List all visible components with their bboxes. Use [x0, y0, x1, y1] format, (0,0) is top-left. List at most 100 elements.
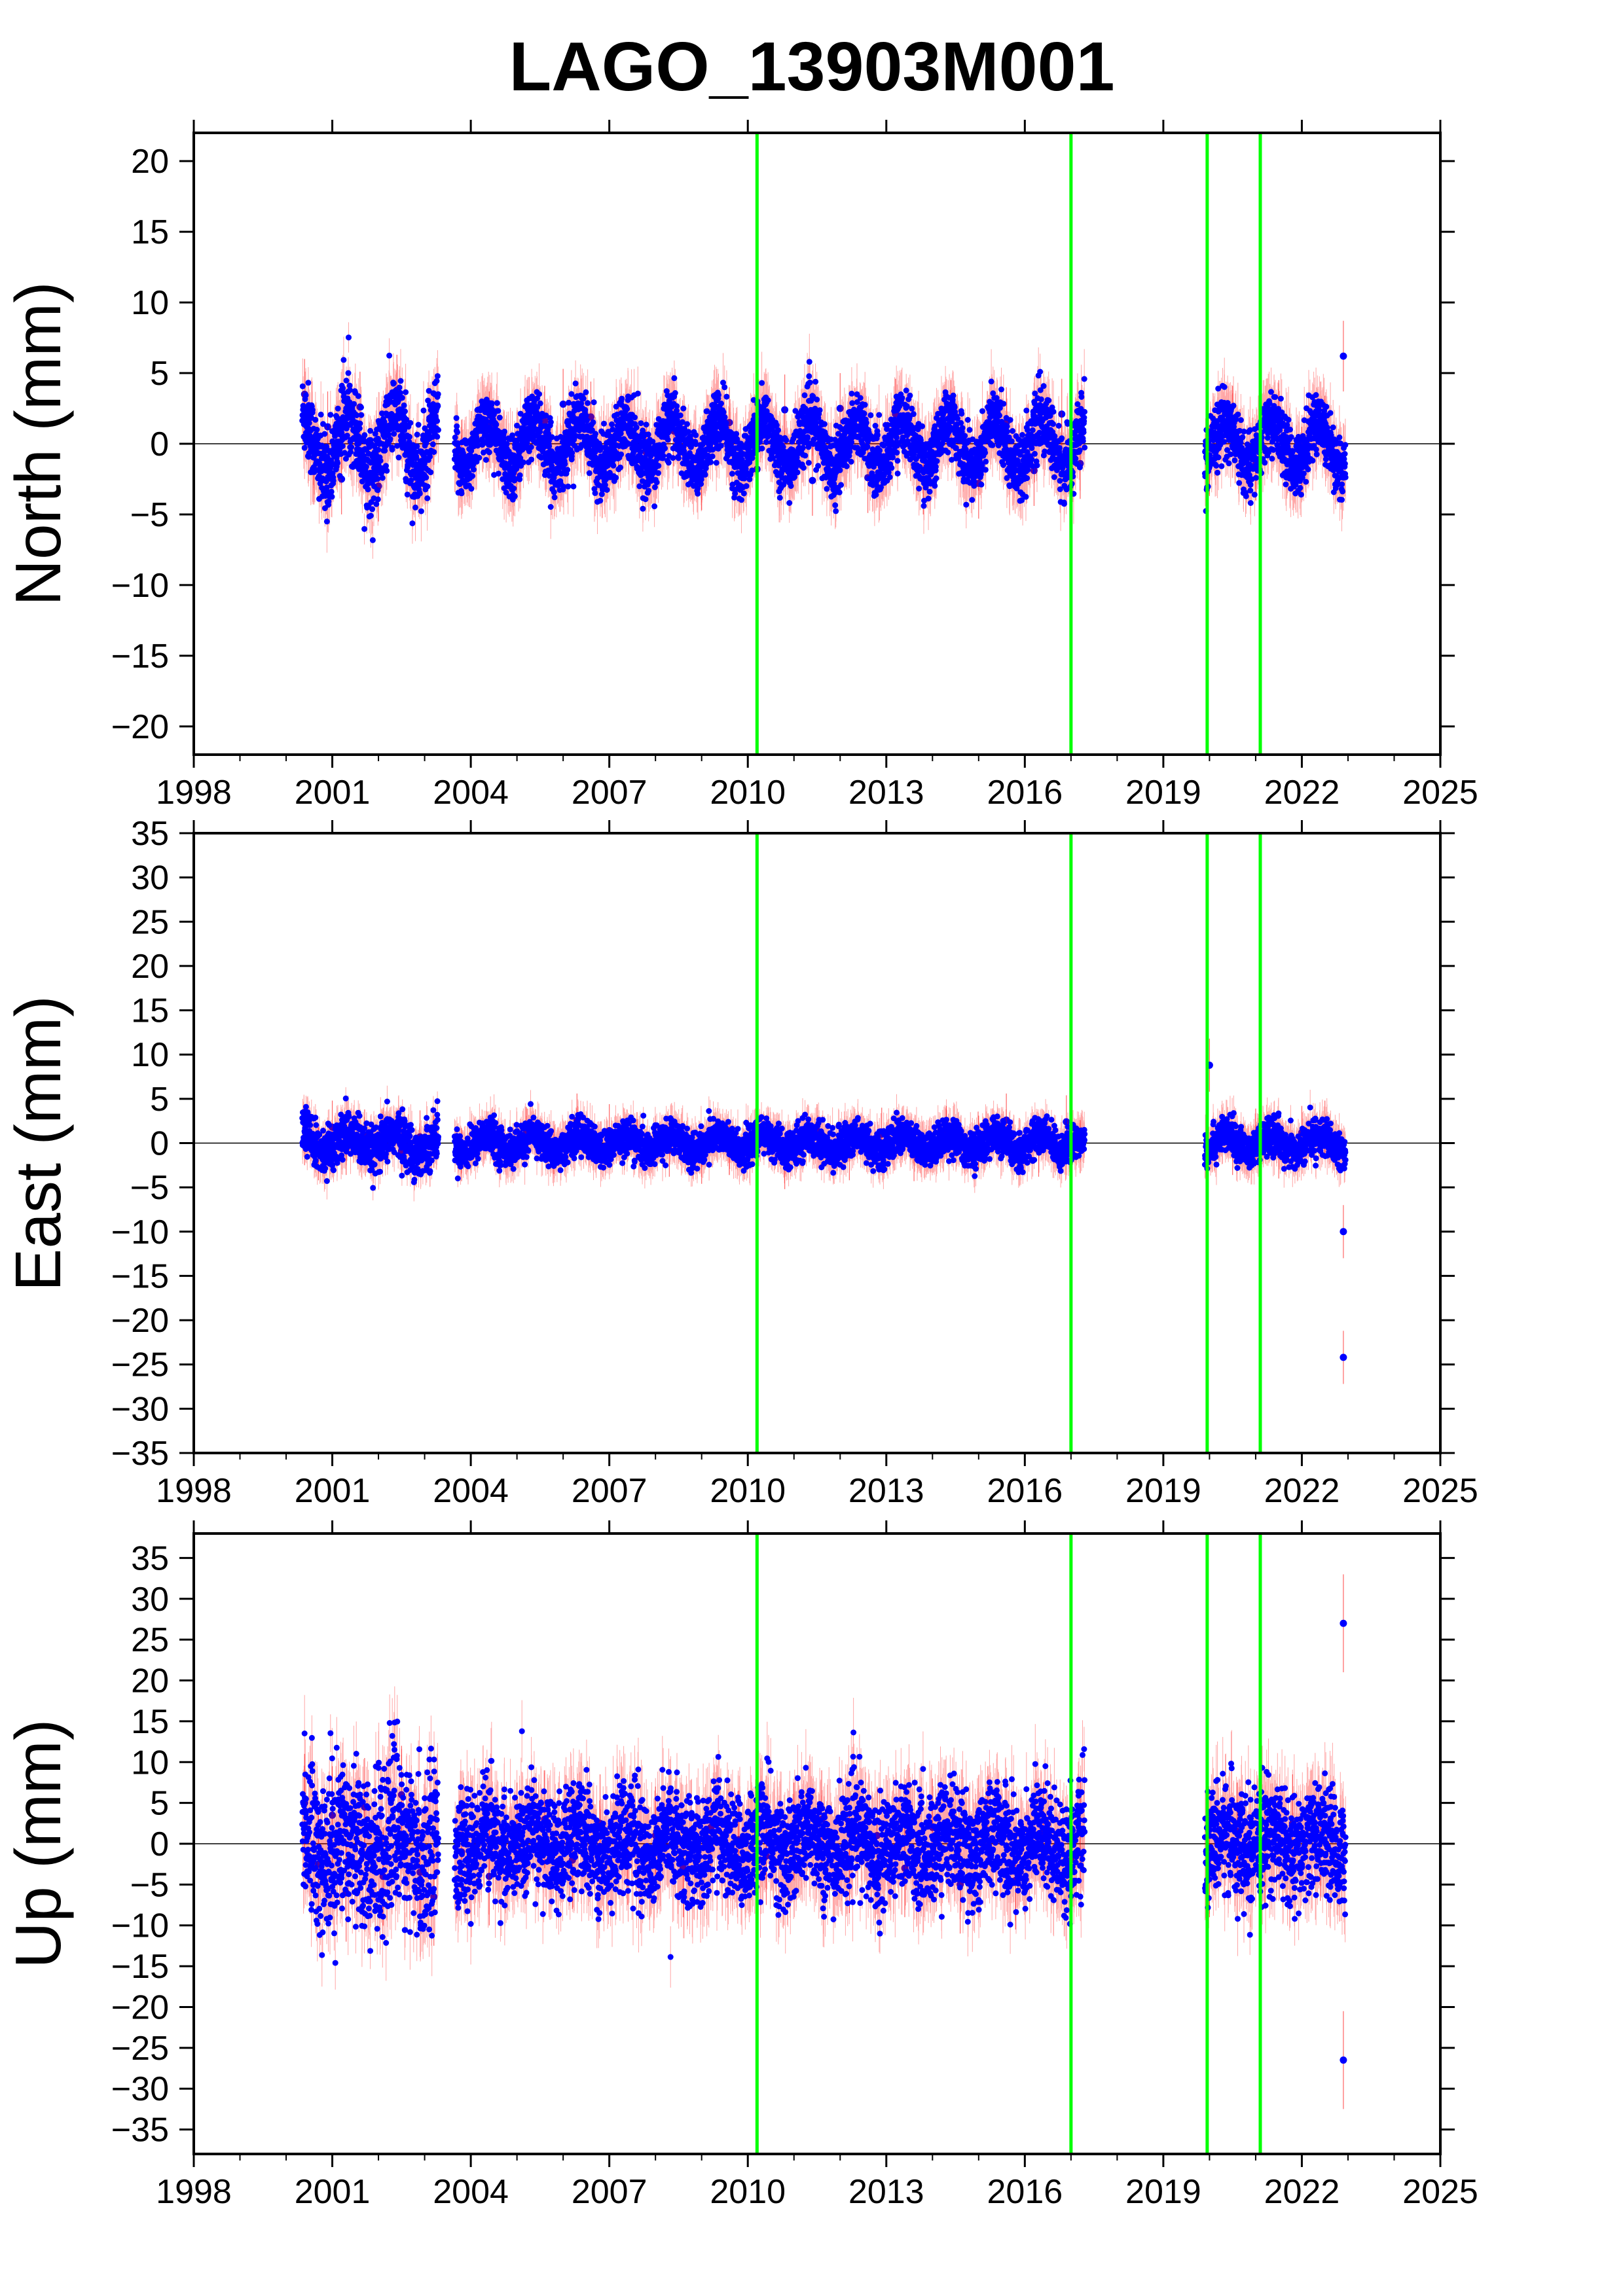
x-tick-label: 1998	[156, 1472, 232, 1510]
data-points	[301, 1061, 1347, 1361]
y-tick-label: 0	[150, 1125, 169, 1163]
y-tick-label: −25	[111, 2030, 169, 2068]
x-tick-label: 2019	[1125, 774, 1201, 812]
data-point	[1340, 352, 1347, 360]
y-tick-label: −5	[130, 1866, 169, 1904]
x-tick-label: 1998	[156, 2173, 232, 2211]
y-tick-label: −15	[111, 1257, 169, 1295]
data-point	[329, 1811, 337, 1819]
y-tick-label: 10	[131, 1036, 169, 1074]
point-cloud	[299, 1686, 1349, 1990]
x-tick-label: 2013	[848, 1472, 924, 1510]
cloud-points	[299, 334, 1349, 543]
y-tick-label: 20	[131, 948, 169, 986]
y-tick-label: −10	[111, 1907, 169, 1945]
y-tick-label: −20	[111, 1302, 169, 1340]
chart-title: LAGO_13903M001	[509, 28, 1114, 105]
data-layer	[194, 833, 1440, 1453]
y-tick-label: −5	[130, 1169, 169, 1207]
data-point	[541, 417, 549, 425]
x-tick-label: 2022	[1264, 2173, 1340, 2211]
data-point	[809, 476, 816, 484]
x-tick-label: 2001	[295, 2173, 371, 2211]
x-tick-label: 2019	[1125, 1472, 1201, 1510]
y-tick-label: −35	[111, 2111, 169, 2149]
point-cloud	[299, 1085, 1349, 1202]
x-tick-label: 2016	[987, 774, 1063, 812]
y-tick-label: −10	[111, 1213, 169, 1251]
x-tick-label: 2025	[1402, 774, 1478, 812]
y-tick-label: −35	[111, 1435, 169, 1473]
x-tick-label: 2001	[295, 774, 371, 812]
y-tick-label: 25	[131, 903, 169, 941]
y-tick-label: 20	[131, 1662, 169, 1700]
data-point	[1058, 410, 1066, 418]
x-tick-label: 2022	[1264, 1472, 1340, 1510]
x-tick-label: 2010	[710, 1472, 786, 1510]
cloud-points	[299, 1718, 1349, 1966]
y-tick-label: 15	[131, 992, 169, 1030]
data-point	[324, 423, 332, 431]
y-tick-label: −20	[111, 708, 169, 746]
y-tick-label: −30	[111, 2070, 169, 2108]
y-tick-label: 10	[131, 284, 169, 322]
y-tick-label: 30	[131, 859, 169, 897]
data-point	[559, 401, 567, 408]
panels: 1998 2001 2004 2007 2010 2013 2016 2019 2022 2025…	[2, 120, 1478, 2211]
y-tick-label: 30	[131, 1581, 169, 1619]
y-tick-label: −15	[111, 637, 169, 675]
x-tick-label: 2025	[1402, 2173, 1478, 2211]
y-tick-label: −10	[111, 567, 169, 605]
y-tick-label: 15	[131, 213, 169, 251]
x-tick-label: 2010	[710, 774, 786, 812]
x-tick-label: 2025	[1402, 1472, 1478, 1510]
y-tick-label: −5	[130, 496, 169, 534]
y-tick-label: 0	[150, 425, 169, 463]
y-tick-label: −30	[111, 1390, 169, 1428]
x-tick-label: 2007	[572, 2173, 647, 2211]
x-tick-label: 2016	[987, 2173, 1063, 2211]
y-tick-label: 10	[131, 1744, 169, 1782]
data-layer	[194, 1534, 1440, 2154]
x-tick-label: 2013	[848, 774, 924, 812]
data-point	[1340, 1228, 1347, 1236]
x-tick-label: 2022	[1264, 774, 1340, 812]
x-tick-label: 1998	[156, 774, 232, 812]
x-tick-label: 2010	[710, 2173, 786, 2211]
y-axis-label: East (mm)	[2, 996, 74, 1291]
y-tick-label: 5	[150, 1785, 169, 1823]
y-tick-label: 5	[150, 1081, 169, 1119]
y-axis-label: North (mm)	[2, 281, 74, 605]
data-point	[1063, 1118, 1070, 1126]
panel-east: 1998 2001 2004 2007 2010 2013 2016 2019 2022 2025…	[2, 815, 1478, 1510]
data-point	[1340, 2056, 1347, 2064]
x-tick-label: 2019	[1125, 2173, 1201, 2211]
x-tick-label: 2001	[295, 1472, 371, 1510]
cloud-points	[299, 1095, 1349, 1191]
y-tick-label: −20	[111, 1988, 169, 2026]
panel-north: 1998 2001 2004 2007 2010 2013 2016 2019 2022 2025…	[2, 120, 1478, 812]
x-tick-label: 2007	[572, 774, 647, 812]
y-tick-label: −25	[111, 1346, 169, 1384]
data-layer	[194, 133, 1440, 755]
point-cloud	[299, 322, 1349, 559]
y-tick-label: 5	[150, 355, 169, 393]
x-tick-label: 2013	[848, 2173, 924, 2211]
y-tick-label: 0	[150, 1825, 169, 1863]
panel-up: 1998 2001 2004 2007 2010 2013 2016 2019 2022 2025…	[2, 1520, 1478, 2211]
x-tick-label: 2007	[572, 1472, 647, 1510]
x-tick-label: 2004	[433, 2173, 509, 2211]
y-tick-label: 35	[131, 815, 169, 853]
y-tick-label: −15	[111, 1948, 169, 1986]
data-point	[781, 406, 789, 414]
data-point	[1340, 1619, 1347, 1627]
y-axis-label: Up (mm)	[2, 1719, 74, 1968]
x-tick-label: 2004	[433, 774, 509, 812]
data-point	[836, 404, 844, 412]
error-bars	[304, 1038, 1344, 1384]
x-tick-label: 2004	[433, 1472, 509, 1510]
y-tick-label: 20	[131, 143, 169, 181]
y-tick-label: 35	[131, 1539, 169, 1577]
y-tick-label: 15	[131, 1703, 169, 1741]
